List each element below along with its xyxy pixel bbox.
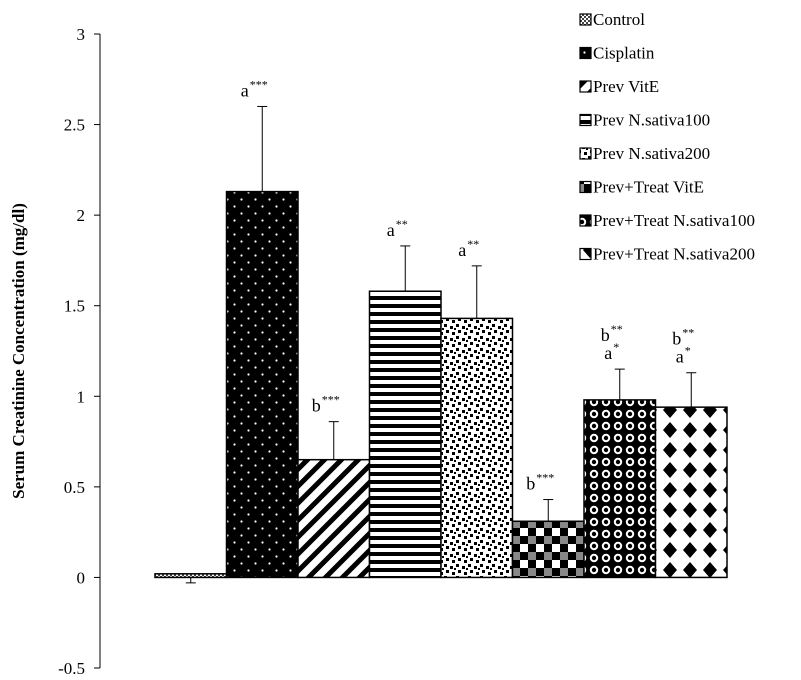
legend-swatch [579, 214, 592, 227]
legend-swatch [579, 147, 592, 160]
significance-letter: b [601, 325, 610, 345]
legend-label: Prev+Treat VitE [593, 178, 704, 197]
significance-stars: * [613, 340, 619, 354]
y-tick-label: -0.5 [58, 659, 85, 678]
bar [154, 573, 228, 579]
bar [225, 190, 299, 579]
significance-label: a* [604, 340, 619, 363]
y-tick-label: 1.5 [64, 297, 85, 316]
significance-letter: a [458, 240, 466, 260]
bar [511, 520, 585, 579]
significance-stars: ** [682, 326, 694, 340]
y-tick-label: 3 [77, 25, 86, 44]
significance-stars: *** [250, 77, 268, 91]
significance-stars: ** [611, 322, 623, 336]
significance-stars: ** [467, 237, 479, 251]
significance-letter: b [312, 396, 321, 416]
y-tick-label: 0 [77, 568, 86, 587]
legend-label: Prev VitE [593, 77, 659, 96]
significance-stars: *** [536, 471, 554, 485]
legend-swatch [579, 80, 592, 93]
legend-swatch [579, 46, 592, 60]
bar [654, 406, 728, 579]
legend-label: Control [593, 10, 645, 29]
legend-swatch [579, 247, 592, 261]
significance-label: b** [672, 326, 694, 349]
significance-letter: a [241, 80, 249, 100]
significance-letter: a [676, 347, 684, 367]
significance-stars: * [685, 344, 691, 358]
y-axis-title: Serum Creatinine Concentration (mg/dl) [9, 203, 28, 499]
y-tick-label: 2.5 [64, 116, 85, 135]
legend-label: Prev+Treat N.sativa100 [593, 211, 755, 230]
significance-label: a** [387, 217, 408, 240]
legend-label: Prev+Treat N.sativa200 [593, 245, 755, 264]
significance-letter: a [387, 220, 395, 240]
bar [440, 317, 514, 579]
significance-stars: ** [396, 217, 408, 231]
bar [583, 399, 657, 579]
significance-label: b*** [526, 471, 554, 494]
legend-swatch [579, 180, 592, 194]
significance-label: a*** [241, 77, 268, 100]
bar [297, 458, 371, 579]
legend-swatch [579, 113, 592, 127]
y-tick-label: 0.5 [64, 478, 85, 497]
legend-label: Prev N.sativa100 [593, 111, 710, 130]
legend-swatch [579, 13, 592, 26]
bar [368, 290, 442, 579]
significance-letter: b [526, 474, 535, 494]
legend-label: Prev N.sativa200 [593, 144, 710, 163]
significance-letter: a [604, 343, 612, 363]
significance-label: a** [458, 237, 479, 260]
significance-letter: b [672, 329, 681, 349]
significance-label: a* [676, 344, 691, 367]
y-tick-label: 2 [77, 206, 86, 225]
legend-label: Cisplatin [593, 44, 655, 63]
significance-label: b*** [312, 393, 340, 416]
significance-label: b** [601, 322, 623, 345]
y-tick-label: 1 [77, 387, 86, 406]
significance-stars: *** [322, 393, 340, 407]
